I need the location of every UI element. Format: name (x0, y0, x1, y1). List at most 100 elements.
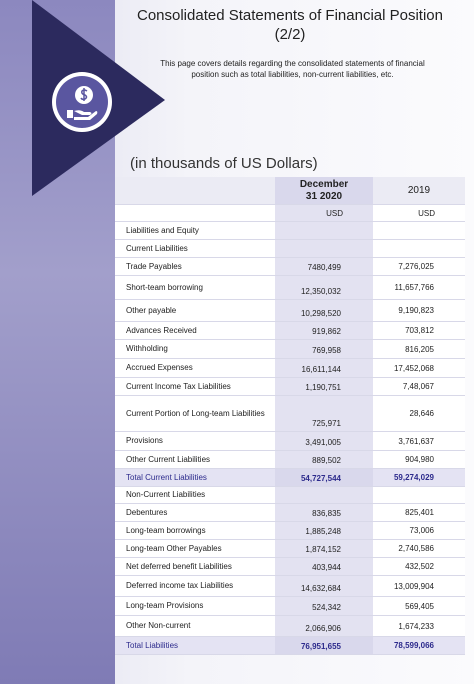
value-2020: 836,835 (275, 504, 373, 522)
value-2019-text: 59,274,029 (393, 473, 434, 482)
value-2020: 725,971 (275, 396, 373, 432)
value-2019-text: 7,48,067 (402, 382, 434, 391)
row-label: Current Liabilities (115, 240, 275, 258)
row-label-text: Net deferred benefit Liabilities (126, 561, 232, 571)
row-label: Liabilities and Equity (115, 222, 275, 240)
value-2020: 1,874,152 (275, 540, 373, 558)
row-label: Other Non-current (115, 616, 275, 637)
row-label-text: Other payable (126, 305, 177, 315)
row-label: Long-team Provisions (115, 597, 275, 616)
value-2019: 13,009,904 (373, 576, 465, 597)
row-label: Short-team borrowing (115, 276, 275, 300)
value-2019: 432,502 (373, 558, 465, 576)
value-2019-text: 7,276,025 (398, 262, 434, 271)
value-2019: 825,401 (373, 504, 465, 522)
row-label: Trade Payables (115, 258, 275, 276)
row-label-text: Withholding (126, 344, 168, 353)
column-header-text: December 31 2020 (299, 178, 349, 202)
value-2019-text: 13,009,904 (393, 581, 434, 591)
value-2020-text: 1,874,152 (305, 545, 341, 554)
value-2019: 78,599,066 (373, 637, 465, 655)
row-label-text: Long-team Provisions (126, 601, 204, 610)
value-2019-text: 816,205 (405, 344, 434, 354)
value-2019 (373, 222, 465, 240)
row-label-text: Current Portion of Long-team Liabilities (126, 408, 265, 418)
value-2020: 7480,499 (275, 258, 373, 276)
value-2020: 524,342 (275, 597, 373, 616)
row-label-text: Provisions (126, 436, 163, 445)
row-blank (115, 205, 275, 222)
value-2019-text: 11,657,766 (394, 283, 434, 292)
value-2019: 816,205 (373, 340, 465, 359)
value-2020: 1,885,248 (275, 522, 373, 540)
value-2020: 14,632,684 (275, 576, 373, 597)
value-2020: 76,951,655 (275, 637, 373, 655)
row-label-text: Long-team Other Payables (126, 543, 222, 553)
value-2020-text: 12,350,032 (300, 287, 341, 296)
units-note: (in thousands of US Dollars) (130, 155, 318, 172)
value-2019: 28,646 (373, 396, 465, 432)
value-2019: 59,274,029 (373, 469, 465, 487)
value-2019-text: 1,674,233 (398, 621, 434, 631)
value-2020: 12,350,032 (275, 276, 373, 300)
value-2020-text: 836,835 (312, 509, 341, 518)
value-2020: 54,727,544 (275, 469, 373, 487)
value-2020-text: 54,727,544 (300, 474, 341, 483)
value-2019: 7,48,067 (373, 378, 465, 396)
value-2020-text: 2,066,906 (305, 624, 341, 633)
row-label: Non-Current Liabilities (115, 487, 275, 504)
value-2019: 2,740,586 (373, 540, 465, 558)
value-2019-text: 17,452,068 (393, 363, 434, 373)
value-2020 (275, 487, 373, 504)
row-label: Debentures (115, 504, 275, 522)
currency: USD (373, 205, 465, 222)
value-2020-text: 1,190,751 (305, 383, 341, 392)
value-2019-text: 825,401 (405, 508, 434, 517)
row-label: Current Income Tax Liabilities (115, 378, 275, 396)
row-label: Current Portion of Long-team Liabilities (115, 396, 275, 432)
row-label: Withholding (115, 340, 275, 359)
row-label: Other Current Liabilities (115, 451, 275, 469)
value-2019-text: 73,006 (409, 526, 434, 535)
value-2020-text: 769,958 (312, 346, 341, 355)
title: Consolidated Statements of Financial Pos… (136, 7, 443, 43)
value-2019: 904,980 (373, 451, 465, 469)
column-header-text: 2019 (407, 185, 431, 196)
row-label-text: Deferred income tax Liabilities (126, 581, 234, 590)
row-label-text: Total Current Liabilities (126, 472, 207, 482)
value-2019-text: 28,646 (409, 409, 434, 418)
value-2019: 3,761,637 (373, 432, 465, 451)
value-2020-text: 10,298,520 (300, 309, 341, 318)
value-2019: 73,006 (373, 522, 465, 540)
value-2020: 919,862 (275, 322, 373, 340)
value-2019-text: 432,502 (405, 562, 434, 571)
value-2019: 703,812 (373, 322, 465, 340)
value-2020: 16,611,144 (275, 359, 373, 378)
value-2020-text: 403,944 (312, 563, 341, 572)
value-2020-text: 3,491,005 (305, 438, 341, 447)
row-label-text: Advances Received (126, 325, 197, 335)
subtitle: This page covers details regarding the c… (160, 59, 425, 79)
value-2019-text: 904,980 (405, 455, 434, 464)
column-header: 2019 (373, 177, 465, 205)
row-label: Provisions (115, 432, 275, 451)
row-label-text: Current Income Tax Liabilities (126, 381, 231, 391)
row-label-text: Long-team borrowings (126, 525, 206, 535)
value-2020-text: 7480,499 (307, 263, 341, 272)
column-header: December 31 2020 (275, 177, 373, 205)
value-2019: 11,657,766 (373, 276, 465, 300)
row-label-text: Current Liabilities (126, 243, 188, 253)
row-label-text: Liabilities and Equity (126, 225, 199, 235)
row-label-text: Short-team borrowing (126, 282, 203, 292)
value-2020 (275, 222, 373, 240)
value-2020 (275, 240, 373, 258)
header-blank (115, 177, 275, 205)
row-label: Accrued Expenses (115, 359, 275, 378)
value-2020-text: 14,632,684 (300, 584, 341, 593)
value-2019-text: 3,761,637 (398, 436, 434, 446)
row-label-text: Accrued Expenses (126, 363, 193, 372)
currency: USD (275, 205, 373, 222)
row-label-text: Trade Payables (126, 261, 182, 271)
value-2020-text: 725,971 (312, 419, 341, 428)
row-label-text: Other Current Liabilities (126, 454, 211, 464)
